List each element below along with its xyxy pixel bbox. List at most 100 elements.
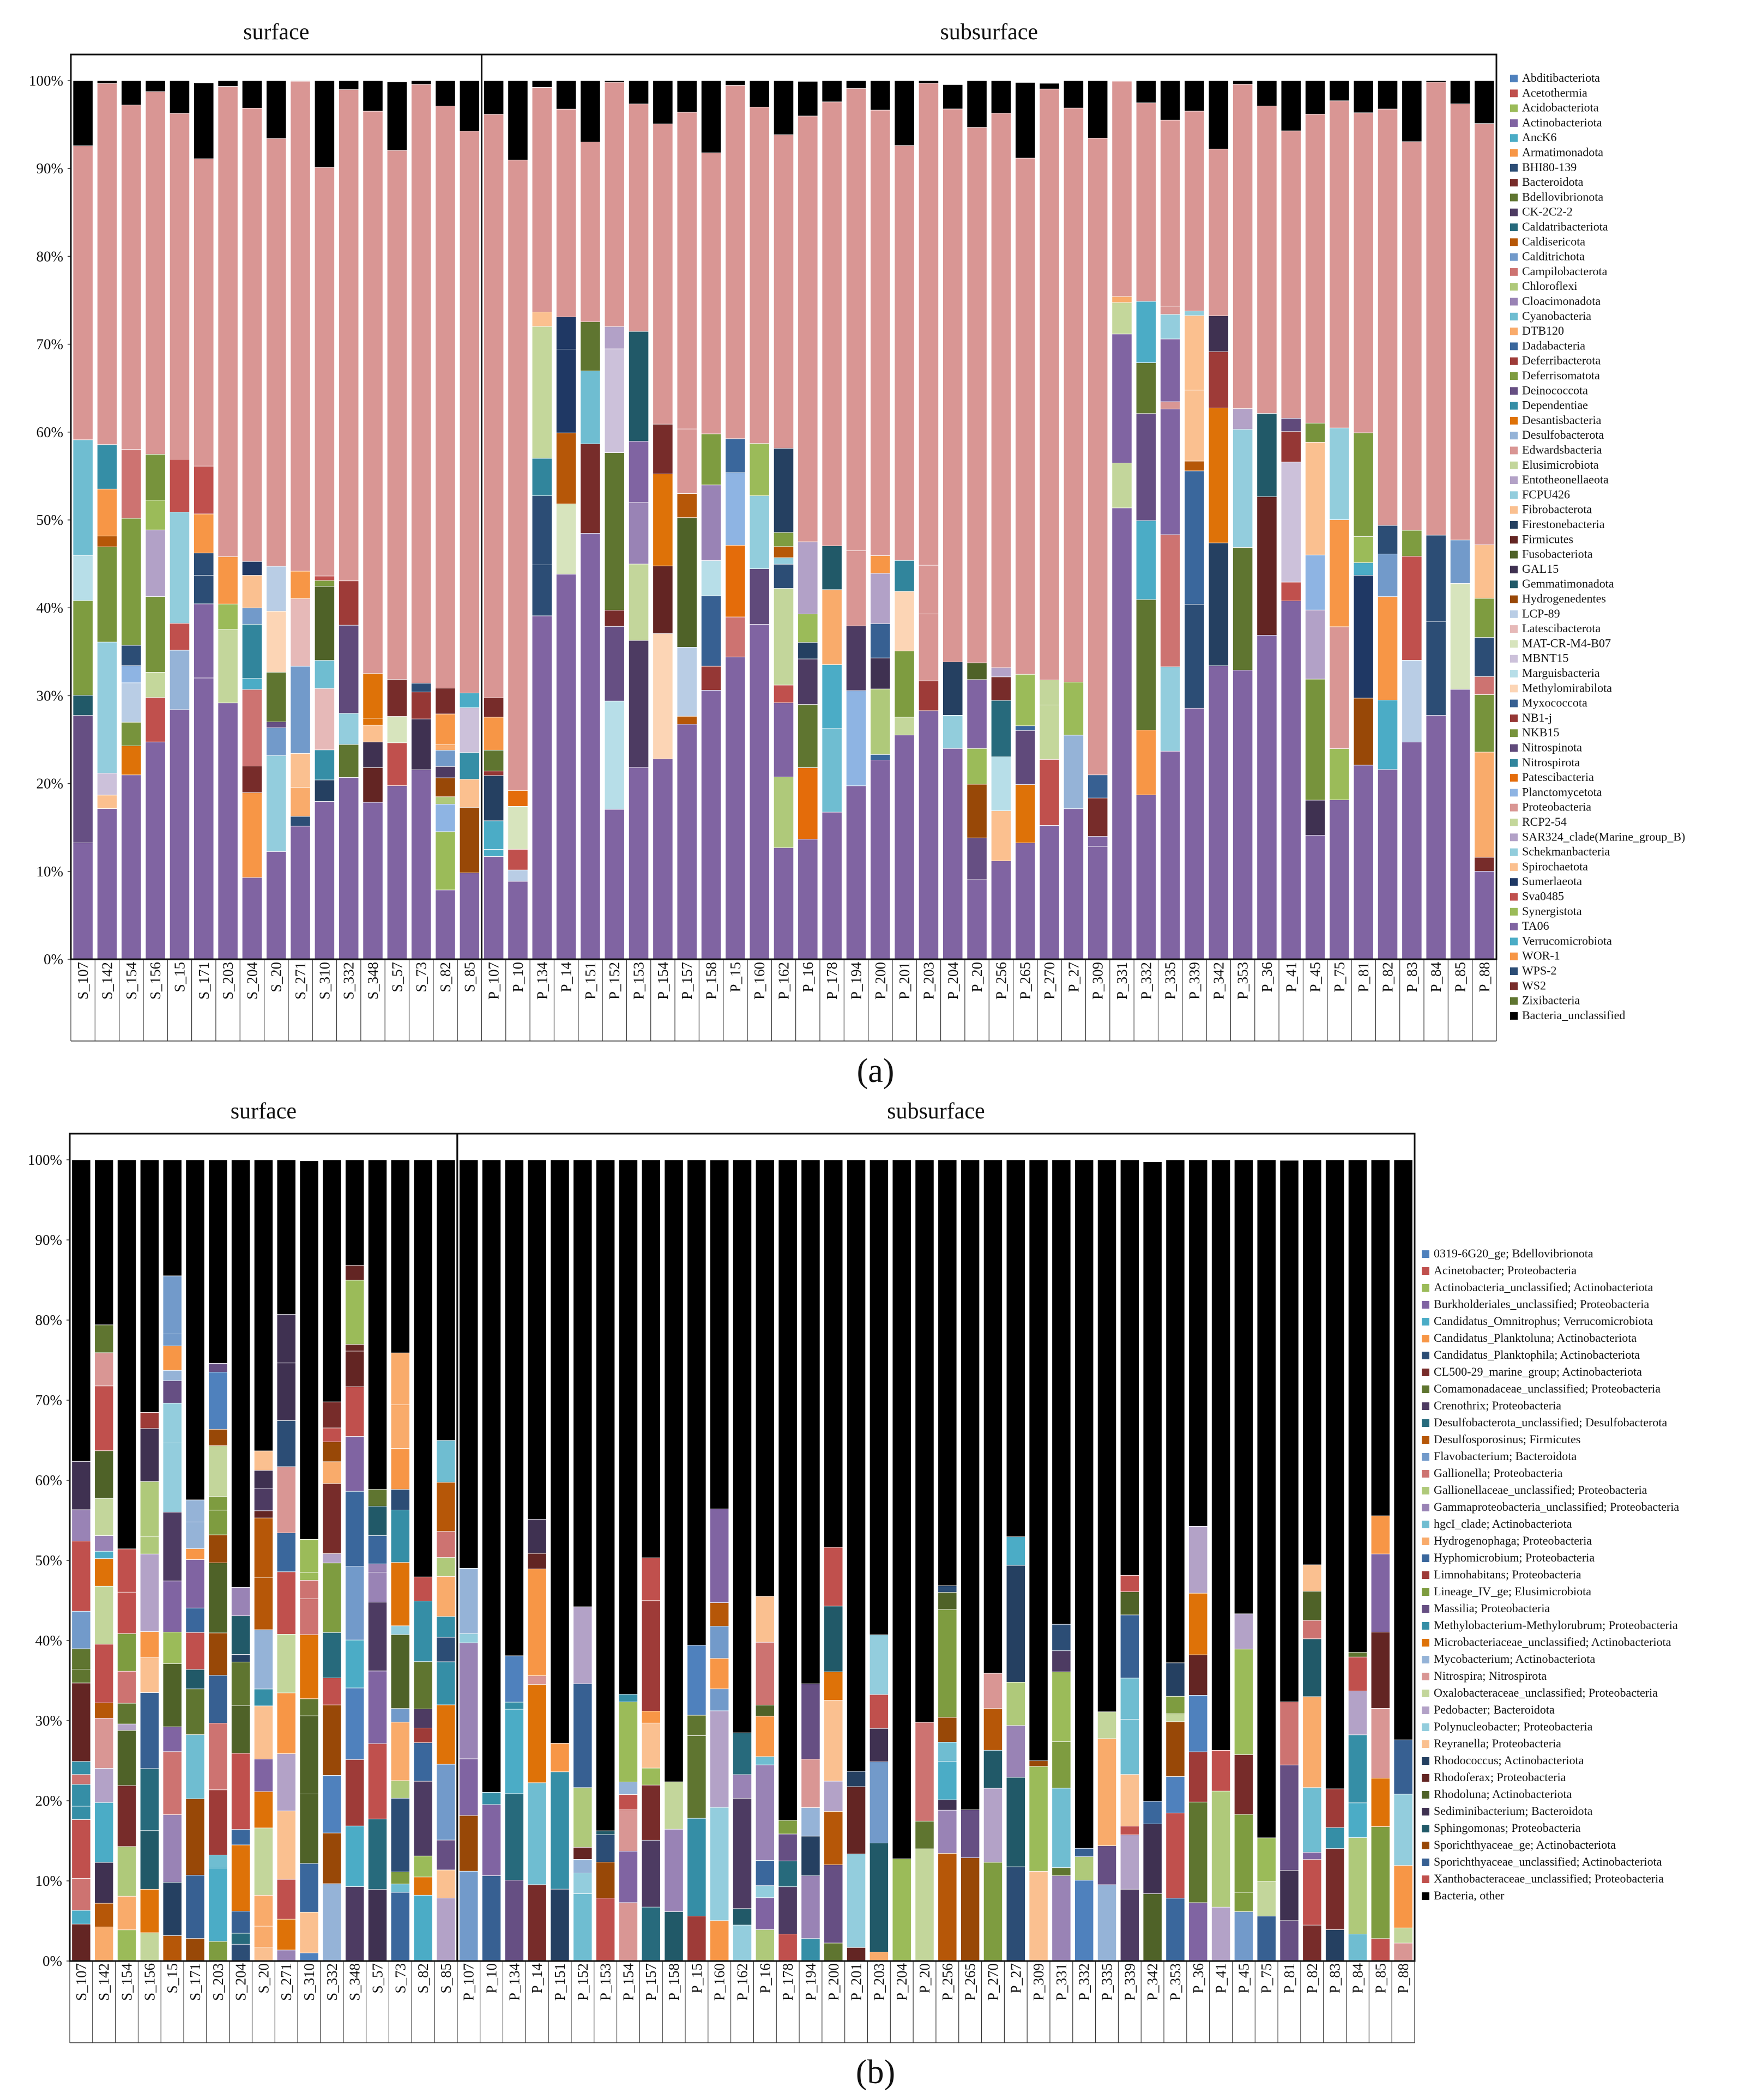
bar-segment xyxy=(73,695,93,716)
bar-segment xyxy=(1279,1160,1299,1702)
bar-segment xyxy=(822,546,842,590)
sample-label: P_201 xyxy=(848,1963,865,2001)
legend-swatch xyxy=(1510,193,1518,202)
bar-segment xyxy=(218,629,238,704)
bar-segment xyxy=(1393,1942,1413,1962)
bar-segment xyxy=(145,529,166,597)
bar-segment xyxy=(967,748,987,785)
legend-swatch xyxy=(1422,1453,1429,1461)
bar-segment xyxy=(314,586,335,661)
bar-segment xyxy=(677,428,697,494)
legend-swatch xyxy=(1510,744,1518,752)
bar-segment xyxy=(983,1159,1003,1674)
bar-segment xyxy=(1074,1848,1094,1857)
bar-segment xyxy=(1353,536,1374,563)
legend-entry: Sediminibacterium; Bacteroidota xyxy=(1434,1804,1593,1818)
bar-segment xyxy=(482,1875,502,1962)
bar-segment xyxy=(778,1860,798,1887)
bar-segment xyxy=(322,1775,342,1833)
bar-segment xyxy=(1450,689,1471,960)
bar-segment xyxy=(504,1793,524,1881)
y-tick-label: 100% xyxy=(29,72,63,89)
bar-segment xyxy=(363,802,383,960)
bar-segment xyxy=(218,80,238,87)
sample-label: P_256 xyxy=(939,1963,956,2001)
sample-label: S_107 xyxy=(73,1963,89,2001)
bar-segment xyxy=(169,458,190,512)
legend-entry: Acinetobacter; Proteobacteria xyxy=(1434,1263,1577,1277)
bar-segment xyxy=(345,1351,365,1387)
bar-segment xyxy=(938,1741,957,1762)
bar-segment xyxy=(1393,1927,1413,1944)
bar-segment xyxy=(1402,141,1422,531)
bar-segment xyxy=(938,1809,957,1854)
sample-label: P_15 xyxy=(689,1963,705,1994)
bar-segment xyxy=(411,80,432,85)
legend-entry: WOR-1 xyxy=(1522,949,1560,963)
legend-swatch xyxy=(1510,402,1518,410)
bar-segment xyxy=(1370,1553,1390,1632)
bar-segment xyxy=(822,728,842,813)
bar-segment xyxy=(290,81,311,572)
bar-segment xyxy=(918,680,939,711)
legend-entry: Dependentiae xyxy=(1522,398,1588,412)
bar-segment xyxy=(231,1705,251,1754)
legend-entry: BHI80-139 xyxy=(1522,160,1577,174)
bar-segment xyxy=(550,1159,570,1744)
bar-segment xyxy=(162,1751,182,1815)
bar-segment xyxy=(1208,148,1229,316)
bar-segment xyxy=(1370,1777,1390,1827)
bar-segment xyxy=(459,1815,479,1872)
bar-segment xyxy=(1097,1738,1117,1846)
bar-segment xyxy=(459,1871,479,1962)
bar-segment xyxy=(773,448,794,533)
bar-segment xyxy=(1208,408,1229,543)
bar-segment xyxy=(1184,707,1205,960)
bar-segment xyxy=(253,1827,273,1896)
bar-segment xyxy=(1257,1837,1276,1882)
legend-swatch xyxy=(1510,476,1518,485)
bar-segment xyxy=(367,1889,388,1962)
legend-swatch xyxy=(1422,1605,1429,1613)
legend-entry: Desulfobacterota xyxy=(1522,428,1604,441)
legend-entry: Nitrospinota xyxy=(1522,741,1582,754)
bar-segment xyxy=(798,642,818,659)
bar-segment xyxy=(773,546,794,558)
bar-segment xyxy=(943,748,963,960)
bar-segment xyxy=(532,565,552,616)
bar-segment xyxy=(1166,1776,1185,1813)
bar-segment xyxy=(117,1548,137,1593)
legend-entry: Candidatus_Planktoluna; Actinobacteriota xyxy=(1434,1331,1637,1345)
bar-segment xyxy=(983,1862,1003,1962)
bar-segment xyxy=(459,692,480,708)
bar-segment xyxy=(1348,1934,1368,1962)
legend-swatch xyxy=(1422,1470,1429,1478)
bar-segment xyxy=(732,1774,752,1799)
bar-segment xyxy=(390,1562,410,1626)
bar-segment xyxy=(276,1314,296,1364)
bar-segment xyxy=(1257,1159,1276,1838)
legend-swatch xyxy=(1510,774,1518,782)
bar-segment xyxy=(387,679,407,717)
sample-label: P_81 xyxy=(1281,1963,1297,1994)
bar-segment xyxy=(436,1637,456,1662)
bar-segment xyxy=(943,84,963,110)
bar-segment xyxy=(701,80,722,153)
bar-segment xyxy=(140,1830,159,1890)
bar-segment xyxy=(1426,621,1446,716)
bar-segment xyxy=(1302,1852,1322,1860)
bar-segment xyxy=(436,1576,456,1617)
bar-segment xyxy=(527,1519,547,1554)
bar-segment xyxy=(140,1553,159,1632)
bar-segment xyxy=(266,566,287,612)
bar-segment xyxy=(253,1470,273,1488)
bar-segment xyxy=(1015,82,1036,159)
bar-segment xyxy=(604,80,625,83)
bar-segment xyxy=(596,1834,615,1862)
bar-segment xyxy=(73,146,93,440)
legend-entry: GAL15 xyxy=(1522,562,1559,576)
bar-segment xyxy=(532,312,552,327)
bar-segment xyxy=(1281,80,1301,131)
legend-swatch xyxy=(1510,342,1518,350)
bar-segment xyxy=(1257,105,1277,414)
